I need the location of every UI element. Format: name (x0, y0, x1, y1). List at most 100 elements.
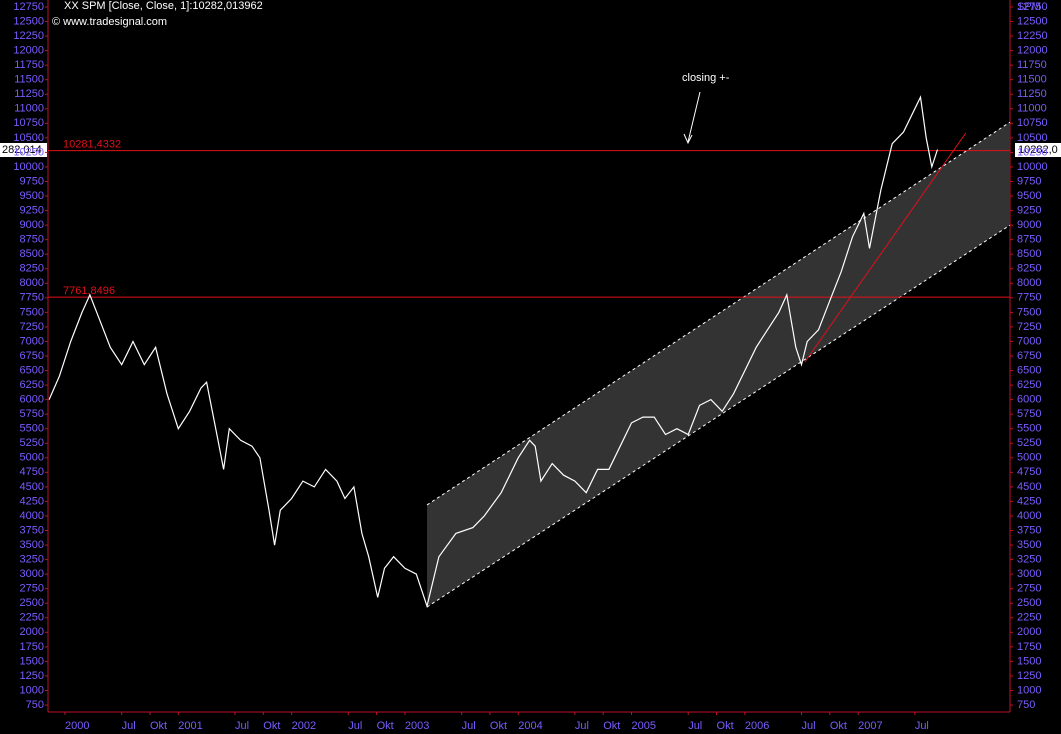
y-tick-label: 11500 (14, 74, 44, 86)
y2-tick-label: 6250 (1017, 379, 1041, 391)
x-tick-label: 2000 (65, 720, 89, 732)
y-tick-label: 4750 (20, 466, 44, 478)
y2-tick-label: 7250 (1017, 321, 1041, 333)
y-tick-label: 2500 (20, 597, 44, 609)
y-tick-label: 9250 (20, 204, 44, 216)
y-tick-label: 6750 (20, 350, 44, 362)
y2-tick-label: 4000 (1017, 510, 1041, 522)
chart-title: XX SPM [Close, Close, 1]:10282,013962 (64, 0, 263, 12)
x-tick-label: 2001 (178, 720, 202, 732)
y-tick-label: 12500 (13, 15, 44, 27)
y-tick-label: 12250 (13, 30, 44, 42)
x-tick-label: Okt (830, 720, 847, 732)
channel-edge (426, 224, 1011, 608)
y-tick-label: 5250 (20, 437, 44, 449)
y2-tick-label: 12750 (1017, 1, 1048, 13)
y2-tick-label: 10500 (1017, 132, 1048, 144)
y2-tick-label: 7750 (1017, 292, 1041, 304)
y2-tick-label: 3500 (1017, 539, 1041, 551)
channel-edge (426, 121, 1011, 506)
y2-tick-label: 12250 (1017, 30, 1048, 42)
y2-tick-label: 1250 (1017, 670, 1041, 682)
y2-tick-label: 9500 (1017, 190, 1041, 202)
arrow-head (683, 133, 693, 145)
x-tick-label: Okt (490, 720, 507, 732)
y-tick-label: 11250 (14, 88, 44, 100)
y2-tick-label: 8500 (1017, 248, 1041, 260)
y-tick-label: 8500 (20, 248, 44, 260)
y2-tick-label: 7500 (1017, 306, 1041, 318)
y2-tick-label: 6000 (1017, 394, 1041, 406)
x-tick-label: 2002 (292, 720, 316, 732)
y2-tick-label: 4500 (1017, 481, 1041, 493)
y-tick-label: 3000 (20, 568, 44, 580)
x-tick-label: Okt (717, 720, 734, 732)
y-tick-label: 5500 (20, 423, 44, 435)
y-tick-label: 1250 (20, 670, 44, 682)
x-tick-label: Jul (802, 720, 816, 732)
y-tick-label: 8250 (20, 263, 44, 275)
y2-tick-label: 2000 (1017, 626, 1041, 638)
x-tick-label: Okt (603, 720, 620, 732)
y-tick-label: 3250 (20, 554, 44, 566)
y2-label: SPM (1017, 1, 1041, 13)
x-tick-label: Jul (915, 720, 929, 732)
y-tick-label: 8000 (20, 277, 44, 289)
y-tick-label: 10250 (13, 146, 44, 158)
y-tick-label: 1500 (20, 655, 44, 667)
y-tick-label: 750 (26, 699, 44, 711)
y-tick-label: 1750 (20, 641, 44, 653)
y-tick-label: 7250 (20, 321, 44, 333)
price-tag: 282,014 (2, 144, 42, 156)
y-tick-label: 10750 (13, 117, 44, 129)
h-line-label: 10281,4332 (63, 138, 121, 150)
y-tick-label: 7500 (20, 306, 44, 318)
y-tick-label: 6250 (20, 379, 44, 391)
x-tick-label: Jul (348, 720, 362, 732)
y-tick-label: 12000 (13, 45, 44, 57)
y2-tick-label: 1500 (1017, 655, 1041, 667)
y2-tick-label: 1000 (1017, 684, 1041, 696)
price-tag: 10282,0 (1018, 144, 1058, 156)
x-tick-label: Okt (377, 720, 394, 732)
subtitle: © www.tradesignal.com (52, 16, 167, 28)
y2-tick-label: 10250 (1017, 146, 1048, 158)
annotation: closing +- (682, 72, 730, 84)
y2-tick-label: 11000 (1017, 103, 1047, 115)
y-tick-label: 5000 (20, 452, 44, 464)
y2-tick-label: 8250 (1017, 263, 1041, 275)
y-tick-label: 4250 (20, 495, 44, 507)
y2-tick-label: 12500 (1017, 15, 1048, 27)
x-tick-label: 2003 (405, 720, 429, 732)
y-tick-label: 11000 (14, 103, 44, 115)
x-tick-label: Jul (688, 720, 702, 732)
y2-tick-label: 2750 (1017, 583, 1041, 595)
y-tick-label: 6000 (20, 394, 44, 406)
x-tick-label: Jul (122, 720, 136, 732)
y-tick-label: 5750 (20, 408, 44, 420)
y2-tick-label: 7000 (1017, 335, 1041, 347)
y-tick-label: 9500 (20, 190, 44, 202)
y2-tick-label: 11250 (1017, 88, 1047, 100)
y2-tick-label: 9750 (1017, 175, 1041, 187)
x-tick-label: Jul (462, 720, 476, 732)
y2-tick-label: 12000 (1017, 45, 1048, 57)
y2-tick-label: 5750 (1017, 408, 1041, 420)
y2-tick-label: 11750 (1017, 59, 1047, 71)
y2-tick-label: 4250 (1017, 495, 1041, 507)
price-tag-box (0, 143, 47, 157)
plot: 10281,4332 7761,8496 (48, 95, 1011, 609)
y2-tick-label: 3000 (1017, 568, 1041, 580)
x-tick-label: 2004 (518, 720, 542, 732)
y2-tick-label: 10000 (1017, 161, 1048, 173)
y-tick-label: 2250 (20, 612, 44, 624)
y2-tick-label: 8000 (1017, 277, 1041, 289)
y2-tick-label: 1750 (1017, 641, 1041, 653)
y-tick-label: 3500 (20, 539, 44, 551)
x-tick-label: 2006 (745, 720, 769, 732)
y2-tick-label: 4750 (1017, 466, 1041, 478)
x-tick-label: Jul (575, 720, 589, 732)
price-tag-box (1015, 143, 1061, 157)
y-tick-label: 6500 (20, 364, 44, 376)
